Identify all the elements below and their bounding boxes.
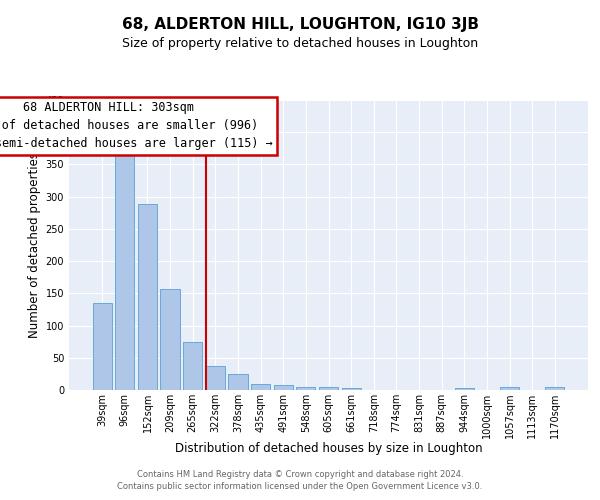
- Bar: [500, 388, 519, 390]
- Y-axis label: Number of detached properties: Number of detached properties: [28, 152, 41, 338]
- Bar: [545, 388, 565, 390]
- Bar: [138, 204, 157, 390]
- Bar: [160, 289, 180, 390]
- Text: Contains HM Land Registry data © Crown copyright and database right 2024.: Contains HM Land Registry data © Crown c…: [137, 470, 463, 479]
- Bar: [115, 150, 134, 390]
- Text: 68 ALDERTON HILL: 303sqm
← 90% of detached houses are smaller (996)
10% of semi-: 68 ALDERTON HILL: 303sqm ← 90% of detach…: [0, 102, 272, 150]
- Bar: [296, 387, 316, 390]
- Bar: [229, 374, 248, 390]
- Bar: [274, 386, 293, 390]
- Bar: [206, 366, 225, 390]
- Text: Size of property relative to detached houses in Loughton: Size of property relative to detached ho…: [122, 38, 478, 51]
- Bar: [92, 303, 112, 390]
- X-axis label: Distribution of detached houses by size in Loughton: Distribution of detached houses by size …: [175, 442, 482, 456]
- Bar: [319, 388, 338, 390]
- Bar: [183, 342, 202, 390]
- Bar: [455, 388, 474, 390]
- Bar: [251, 384, 270, 390]
- Text: Contains public sector information licensed under the Open Government Licence v3: Contains public sector information licen…: [118, 482, 482, 491]
- Bar: [341, 388, 361, 390]
- Text: 68, ALDERTON HILL, LOUGHTON, IG10 3JB: 68, ALDERTON HILL, LOUGHTON, IG10 3JB: [121, 18, 479, 32]
